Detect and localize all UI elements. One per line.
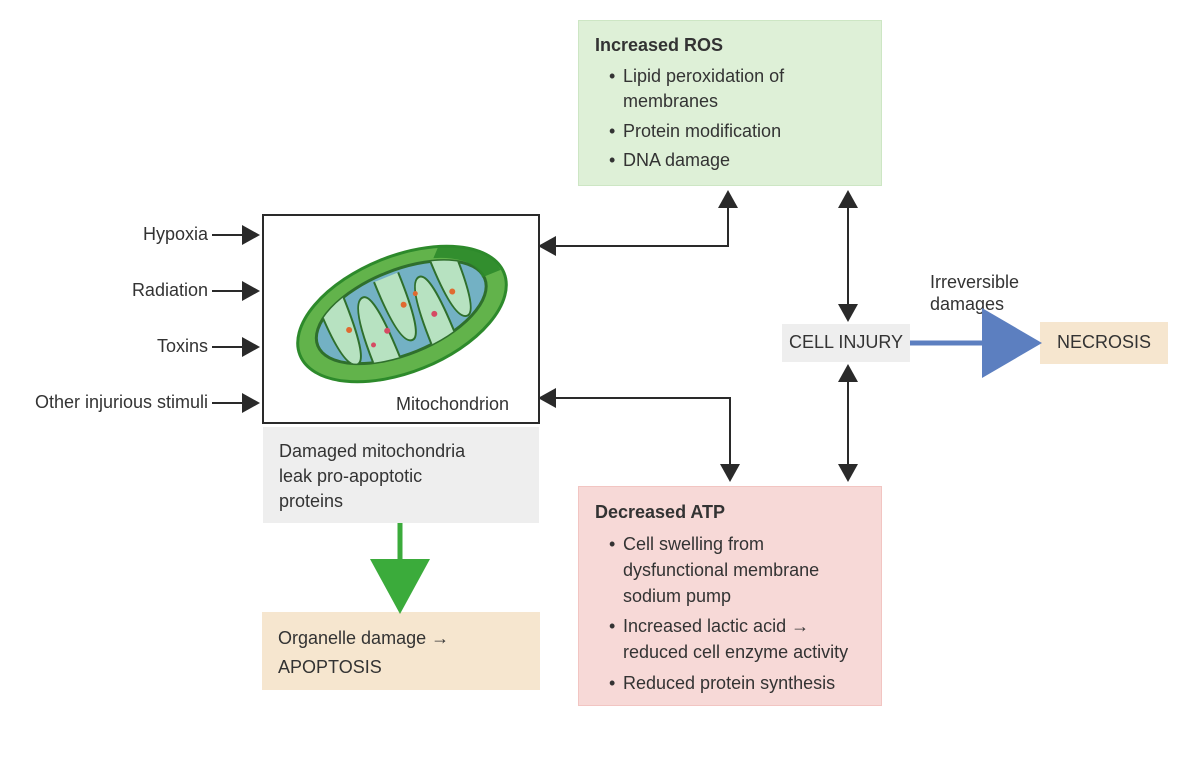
increased-ros-box: Increased ROS Lipid peroxidation of memb… xyxy=(578,20,882,186)
ros-bullet-1: Lipid peroxidation of membranes xyxy=(609,64,865,114)
stimulus-other: Other injurious stimuli xyxy=(3,392,208,413)
ros-bullet-3: DNA damage xyxy=(609,148,865,173)
ros-bullet-2: Protein modification xyxy=(609,119,865,144)
mitochondrion-box: Mitochondrion xyxy=(262,214,540,424)
mitochondrion-label: Mitochondrion xyxy=(396,394,509,415)
stimulus-hypoxia: Hypoxia xyxy=(98,224,208,245)
diagram-canvas: Hypoxia Radiation Toxins Other injurious… xyxy=(0,0,1200,760)
apoptosis-line-1: Organelle damage → xyxy=(278,628,449,648)
decreased-atp-box: Decreased ATP Cell swelling from dysfunc… xyxy=(578,486,882,706)
damaged-mitochondria-box: Damaged mitochondria leak pro-apoptotic … xyxy=(263,427,539,523)
irreversible-line-1: Irreversible xyxy=(930,272,1019,292)
apoptosis-line-2: APOPTOSIS xyxy=(278,657,382,677)
atp-bullet-3: Reduced protein synthesis xyxy=(609,670,865,696)
cell-injury-box: CELL INJURY xyxy=(782,324,910,362)
damaged-line-3: proteins xyxy=(279,491,343,511)
stimulus-toxins: Toxins xyxy=(109,336,208,357)
irreversible-line-2: damages xyxy=(930,294,1004,314)
apoptosis-box: Organelle damage → APOPTOSIS xyxy=(262,612,540,690)
necrosis-box: NECROSIS xyxy=(1040,322,1168,364)
ros-heading: Increased ROS xyxy=(595,33,865,58)
atp-bullet-1: Cell swelling from dysfunctional membran… xyxy=(609,531,865,609)
damaged-line-1: Damaged mitochondria xyxy=(279,441,465,461)
connector-mito-atp xyxy=(540,398,730,480)
damaged-line-2: leak pro-apoptotic xyxy=(279,466,422,486)
irreversible-damages-label: Irreversible damages xyxy=(930,272,1019,315)
atp-bullet-2: Increased lactic acid → reduced cell enz… xyxy=(609,613,865,665)
connector-mito-ros xyxy=(540,192,728,246)
atp-heading: Decreased ATP xyxy=(595,499,865,525)
stimulus-radiation: Radiation xyxy=(81,280,208,301)
